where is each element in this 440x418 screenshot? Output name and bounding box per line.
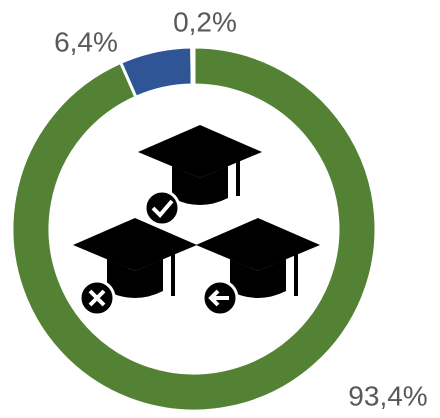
data-label: 0,2%	[173, 6, 237, 37]
cap	[196, 218, 320, 271]
cap-base	[230, 259, 286, 298]
cap	[138, 125, 262, 178]
donut-segment	[118, 45, 194, 100]
cross	[88, 289, 106, 307]
badge	[143, 189, 181, 227]
icon	[73, 125, 320, 317]
check	[151, 199, 174, 218]
data-label: 93,4%	[348, 380, 427, 411]
cap-base	[172, 166, 228, 205]
donut-segment	[190, 45, 196, 87]
arrow	[208, 289, 229, 307]
donut-segment	[10, 45, 378, 413]
data-label: 6,4%	[54, 26, 118, 57]
cap-base	[107, 259, 163, 298]
cap	[73, 218, 197, 271]
